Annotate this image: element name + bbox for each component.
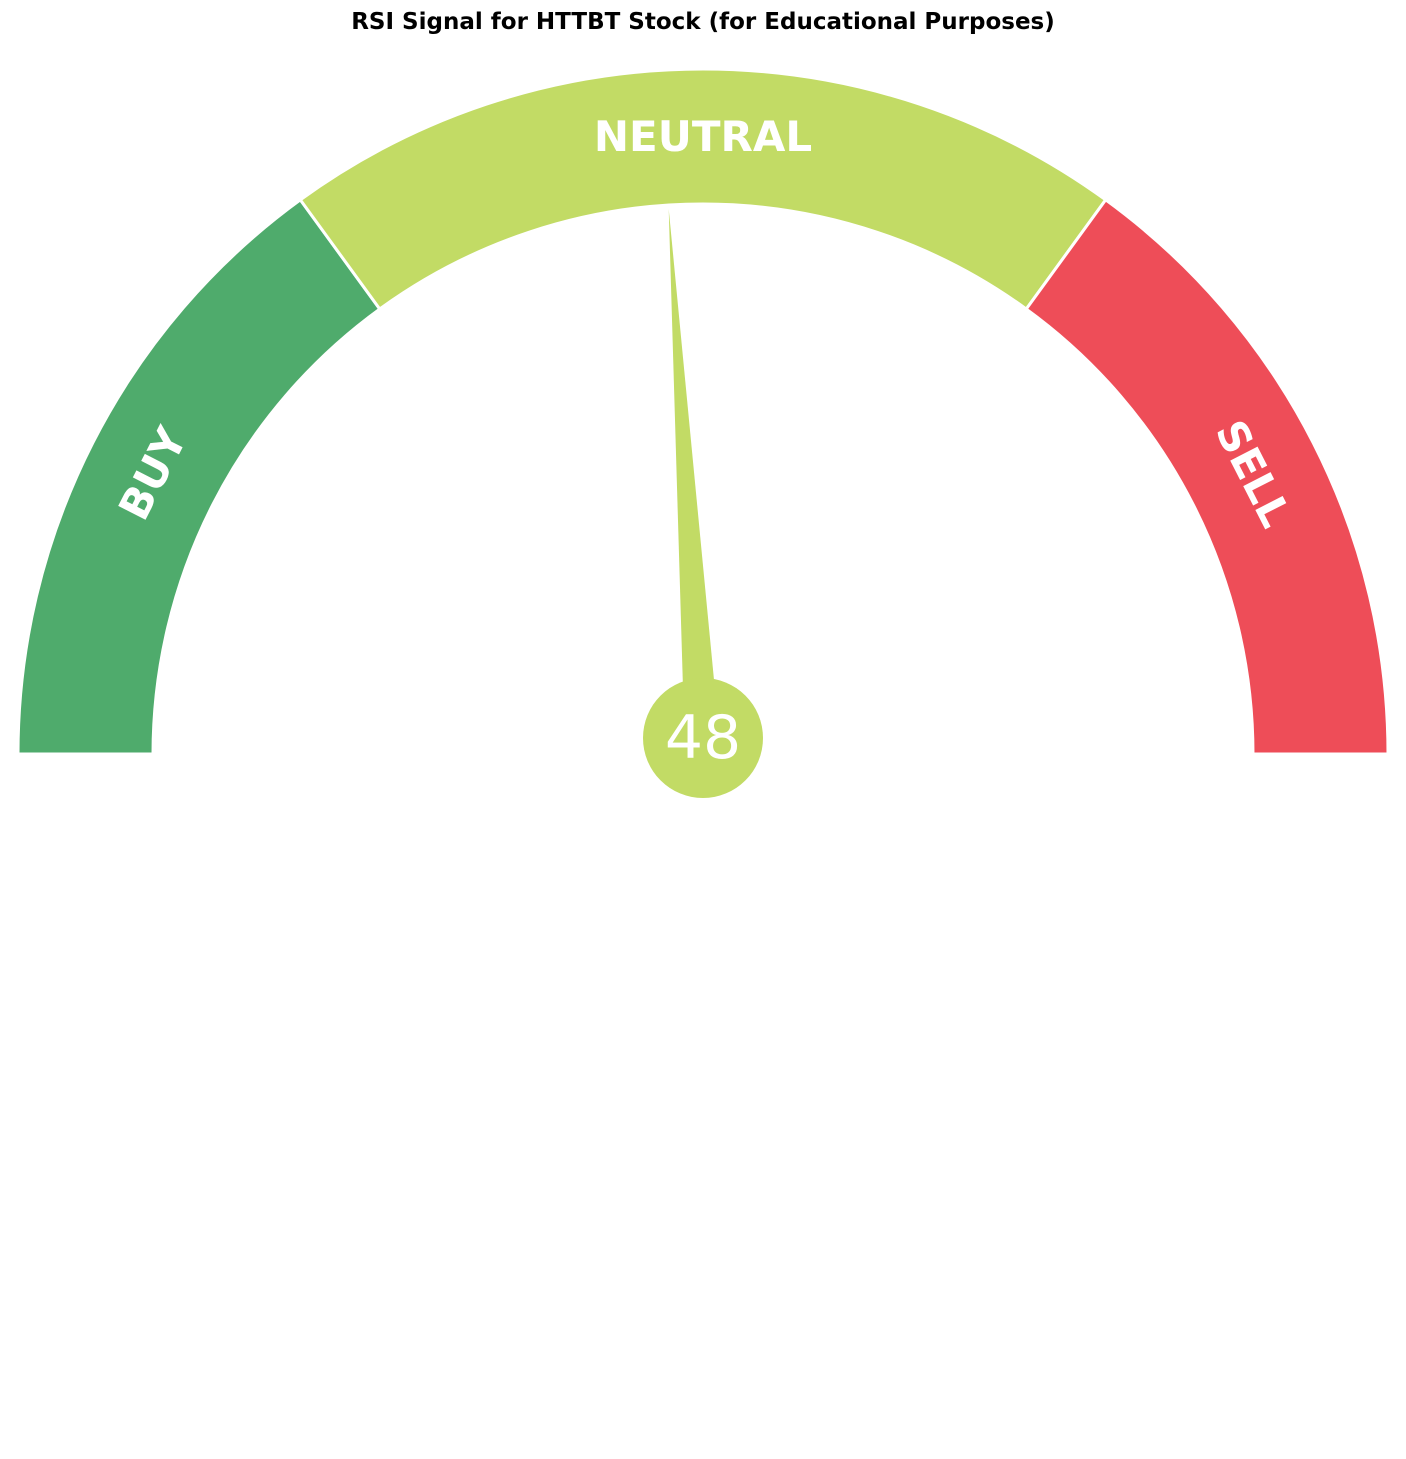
- zone-sell-arc: [1024, 197, 1390, 756]
- gauge-value-label: 48: [665, 703, 741, 773]
- zone-neutral-arc: [298, 67, 1108, 312]
- gauge-needle: [668, 209, 716, 694]
- zone-label-neutral: NEUTRAL: [594, 112, 812, 161]
- gauge-zones: [16, 67, 1390, 756]
- gauge-needle-group: 48: [643, 209, 763, 798]
- chart-title: RSI Signal for HTTBT Stock (for Educatio…: [351, 9, 1055, 35]
- gauge-hub: [643, 678, 763, 798]
- zone-buy-arc: [16, 197, 382, 756]
